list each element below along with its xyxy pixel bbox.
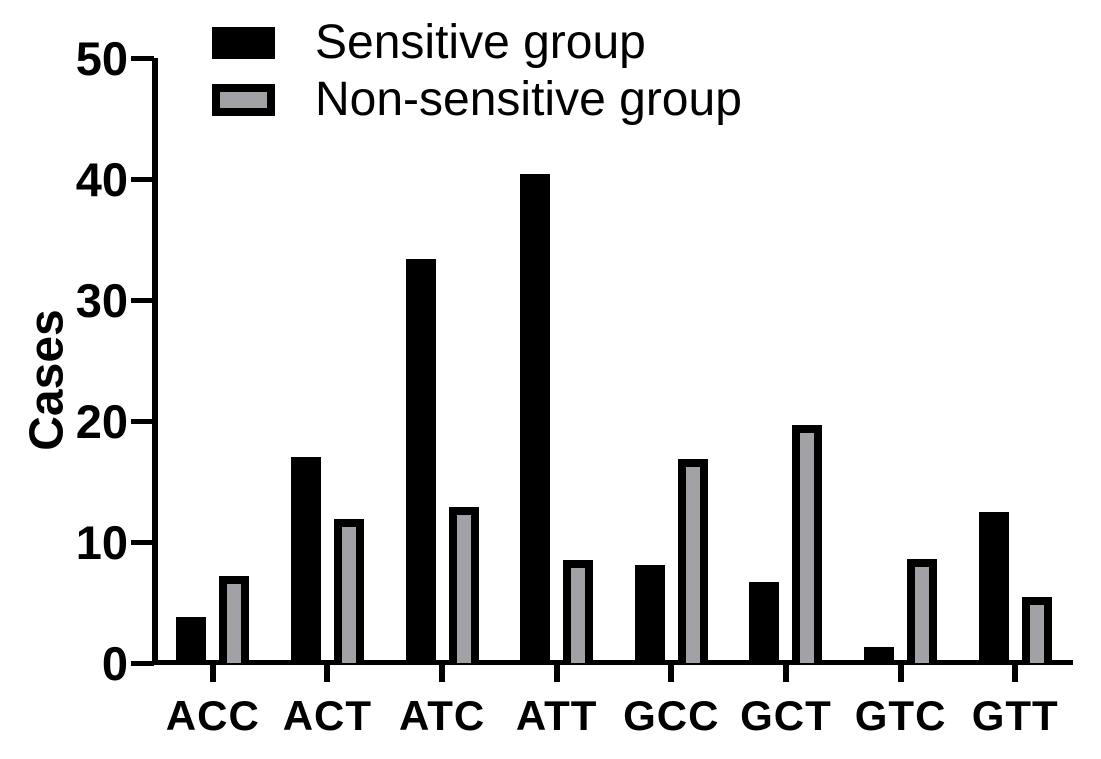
y-tick-label: 40 bbox=[75, 152, 128, 206]
y-tick-label: 0 bbox=[101, 636, 128, 690]
y-tick bbox=[131, 56, 154, 61]
bar-sensitive-group-gtc bbox=[864, 647, 895, 663]
bar-non-sensitive-group-gtc bbox=[907, 558, 938, 663]
bar-sensitive-group-acc bbox=[176, 617, 207, 663]
bar-non-sensitive-group-act bbox=[333, 519, 364, 663]
x-tick bbox=[439, 664, 446, 682]
y-tick-label: 20 bbox=[75, 394, 128, 448]
x-tick bbox=[553, 664, 560, 682]
y-tick bbox=[131, 419, 154, 424]
x-tick-label: ATC bbox=[398, 692, 486, 739]
bar-sensitive-group-att bbox=[520, 174, 551, 663]
legend-label-non-sensitive: Non-sensitive group bbox=[315, 73, 742, 126]
bar-sensitive-group-gtt bbox=[978, 511, 1009, 664]
legend-swatch-non-sensitive-icon bbox=[212, 84, 275, 116]
y-tick bbox=[131, 540, 154, 545]
bar-sensitive-group-atc bbox=[405, 258, 436, 663]
legend-label-sensitive: Sensitive group bbox=[315, 16, 646, 69]
x-axis-spine bbox=[152, 660, 1073, 665]
x-tick bbox=[1012, 664, 1019, 682]
x-tick bbox=[897, 664, 904, 682]
bar-sensitive-group-gct bbox=[749, 581, 780, 663]
x-tick-label: GTC bbox=[854, 692, 947, 739]
x-tick-label: ACT bbox=[282, 692, 373, 739]
y-axis-spine bbox=[152, 58, 158, 665]
x-tick-label: GCC bbox=[623, 692, 720, 739]
x-tick bbox=[668, 664, 675, 682]
y-tick-label: 50 bbox=[75, 31, 128, 85]
x-tick-label: GTT bbox=[971, 692, 1059, 739]
x-tick bbox=[209, 664, 216, 682]
bar-non-sensitive-group-acc bbox=[219, 575, 250, 663]
x-tick-label: GCT bbox=[740, 692, 832, 739]
legend-swatch-sensitive-icon bbox=[212, 27, 275, 59]
bar-non-sensitive-group-gcc bbox=[677, 458, 708, 663]
y-tick-label: 30 bbox=[75, 273, 128, 327]
bar-non-sensitive-group-gtt bbox=[1021, 596, 1052, 663]
y-tick-label: 10 bbox=[75, 515, 128, 569]
legend-item-non-sensitive: Non-sensitive group bbox=[212, 74, 742, 126]
x-tick-label: ACC bbox=[165, 692, 260, 739]
bar-non-sensitive-group-gct bbox=[792, 424, 823, 663]
bar-non-sensitive-group-att bbox=[563, 560, 594, 663]
x-tick bbox=[782, 664, 789, 682]
bar-sensitive-group-gcc bbox=[634, 565, 665, 663]
y-tick bbox=[131, 177, 154, 182]
x-tick-label: ATT bbox=[515, 692, 598, 739]
x-tick bbox=[324, 664, 331, 682]
y-tick bbox=[131, 661, 154, 666]
bar-non-sensitive-group-atc bbox=[448, 506, 479, 663]
bar-sensitive-group-act bbox=[290, 457, 321, 663]
y-tick bbox=[131, 298, 154, 303]
legend-item-sensitive: Sensitive group bbox=[212, 17, 646, 69]
